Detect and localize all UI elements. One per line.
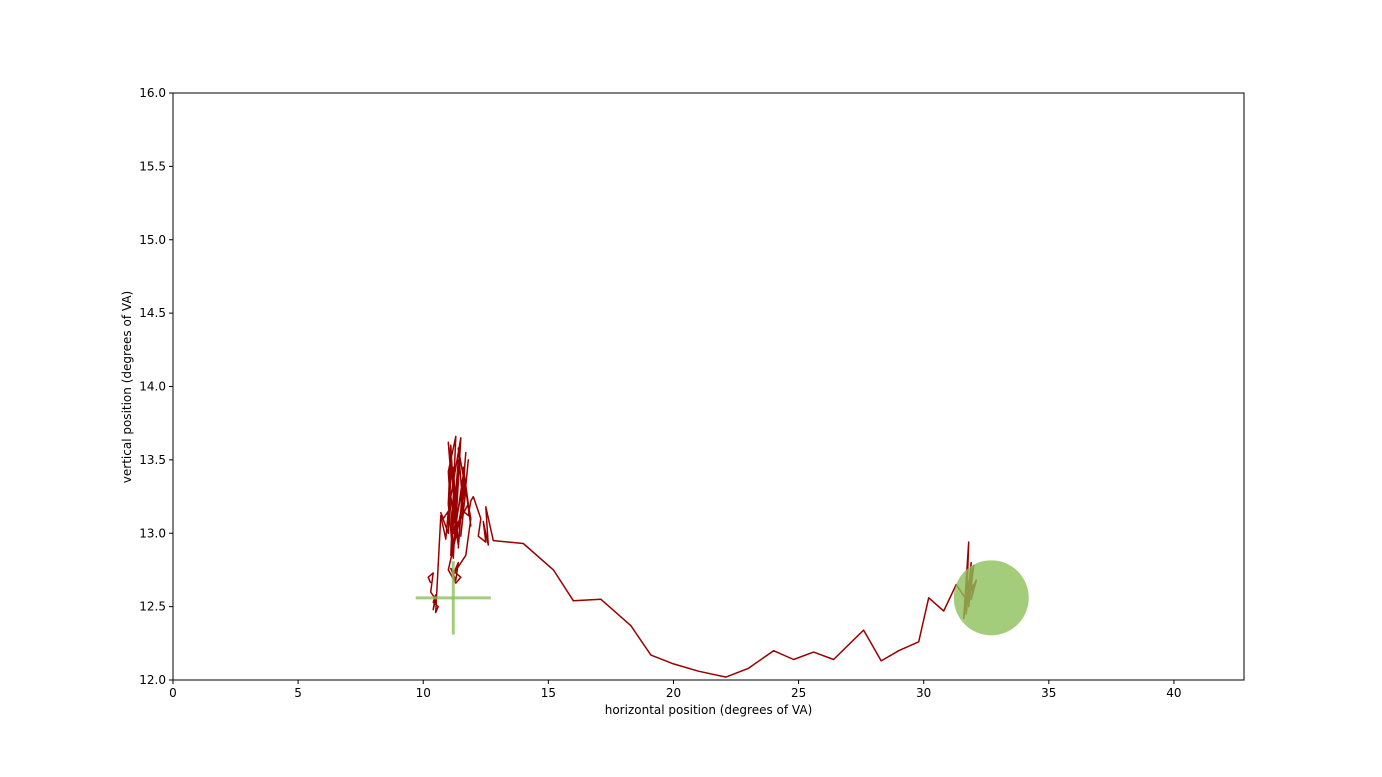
x-tick-label: 20 — [666, 686, 681, 700]
x-tick-label: 40 — [1166, 686, 1181, 700]
x-axis-label: horizontal position (degrees of VA) — [605, 703, 813, 717]
y-axis-label: vertical position (degrees of VA) — [120, 291, 134, 483]
target-circle — [953, 560, 1029, 636]
x-tick-label: 15 — [541, 686, 556, 700]
y-tick-label: 12.0 — [139, 673, 166, 687]
y-axis: 12.0 12.5 13.0 13.5 14.0 14.5 15.0 15.5 16.0 — [139, 86, 173, 687]
y-tick-label: 14.0 — [139, 380, 166, 394]
plot-area — [172, 92, 1245, 681]
x-axis: 0 5 10 15 20 25 30 35 40 — [169, 680, 1182, 700]
y-tick-label: 15.5 — [139, 159, 166, 173]
plot-frame — [172, 92, 1245, 681]
x-tick-label: 25 — [791, 686, 806, 700]
x-tick-label: 5 — [294, 686, 302, 700]
y-tick-label: 13.5 — [139, 453, 166, 467]
y-tick-label: 14.5 — [139, 306, 166, 320]
y-tick-label: 16.0 — [139, 86, 166, 100]
x-tick-label: 35 — [1041, 686, 1056, 700]
x-tick-label: 0 — [169, 686, 177, 700]
y-tick-label: 12.5 — [139, 600, 166, 614]
x-tick-label: 30 — [916, 686, 931, 700]
gaze-path-line — [427, 435, 978, 678]
y-tick-label: 13.0 — [139, 526, 166, 540]
x-tick-label: 10 — [416, 686, 431, 700]
y-tick-label: 15.0 — [139, 233, 166, 247]
